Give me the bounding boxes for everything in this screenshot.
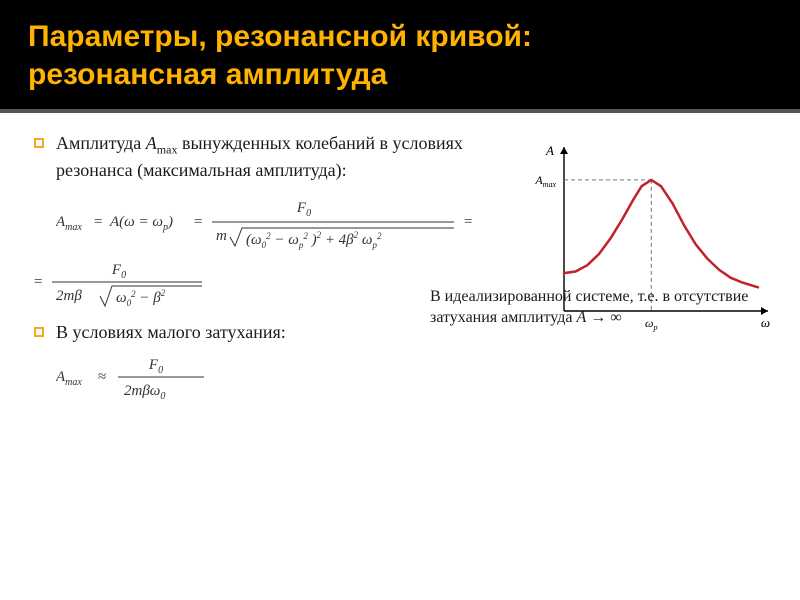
bullet-icon bbox=[34, 138, 44, 148]
svg-text:2mβ: 2mβ bbox=[56, 288, 82, 304]
bullet-1: Амплитуда Amax вынужденных колебаний в у… bbox=[34, 131, 514, 182]
svg-text:2mβω0: 2mβω0 bbox=[124, 383, 165, 402]
slide-body: Амплитуда Amax вынужденных колебаний в у… bbox=[0, 113, 800, 400]
svg-text:F0: F0 bbox=[111, 262, 126, 281]
svg-text:(ω02 − ωp2: (ω02 − ωp2 )2 + 4β2 ωp2 bbox=[246, 226, 382, 250]
slide-header: Параметры, резонансной кривой: резонансн… bbox=[0, 0, 800, 113]
svg-text:A: A bbox=[545, 143, 554, 158]
svg-text:m: m bbox=[216, 228, 227, 244]
svg-text:Amax: Amax bbox=[56, 214, 82, 233]
svg-text:≈: ≈ bbox=[98, 369, 106, 385]
svg-text:=: = bbox=[194, 214, 202, 230]
title-line2: резонансная амплитуда bbox=[28, 58, 387, 91]
bullet-1-text: Амплитуда Amax вынужденных колебаний в у… bbox=[56, 131, 514, 182]
title-line1: Параметры, резонансной кривой: bbox=[28, 20, 532, 53]
slide-title: Параметры, резонансной кривой: резонансн… bbox=[28, 18, 772, 93]
footnote: В идеализированной системе, т.е. в отсут… bbox=[430, 287, 770, 329]
svg-text:F0: F0 bbox=[148, 357, 163, 376]
svg-text:ω02 − β2: ω02 − β2 bbox=[116, 285, 166, 308]
bullet-icon bbox=[34, 327, 44, 337]
svg-text:=: = bbox=[94, 214, 102, 230]
bullet-2-text: В условиях малого затухания: bbox=[56, 320, 286, 344]
svg-text:A(ω = ωp): A(ω = ωp) bbox=[109, 214, 173, 233]
svg-text:=: = bbox=[464, 214, 472, 230]
formula-3: Amax ≈ F0 2mβω0 bbox=[56, 354, 766, 400]
svg-text:F0: F0 bbox=[296, 200, 311, 219]
svg-text:=: = bbox=[34, 274, 42, 290]
svg-text:Amax: Amax bbox=[534, 173, 556, 189]
svg-text:Amax: Amax bbox=[56, 369, 82, 388]
